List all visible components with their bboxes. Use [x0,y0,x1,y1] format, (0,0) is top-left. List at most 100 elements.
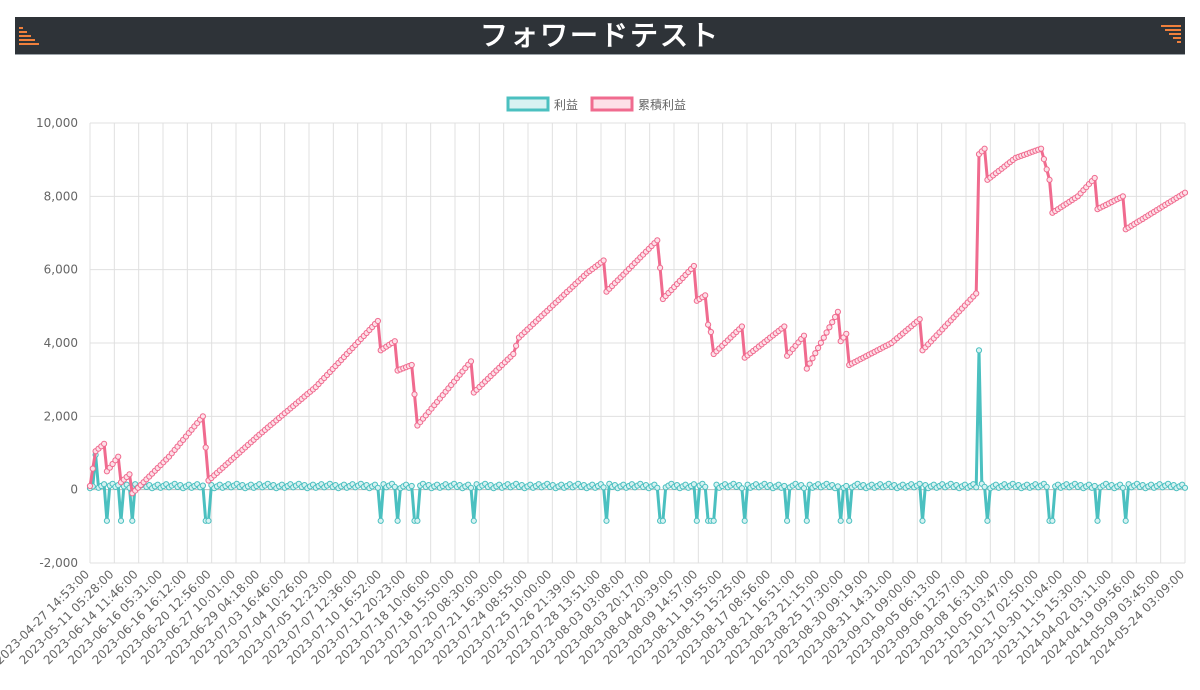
page-title: フォワードテスト [479,19,720,52]
legend-label-cumulative: 累積利益 [638,97,686,112]
series-cumulative-point [600,257,607,264]
series-profit-point [414,517,421,524]
series-profit-point [600,484,607,491]
series-profit-point [975,347,983,354]
series-cumulative-point [815,344,822,352]
series-profit-point [1119,484,1127,491]
series-cumulative-point [1043,166,1050,173]
series-profit-point [784,517,791,524]
series-cumulative-point [806,360,813,367]
y-tick-label: 10,000 [36,116,78,130]
series-profit-point [916,480,923,487]
series-cumulative-point [843,330,850,337]
series-profit-point [738,485,746,492]
series-profit-point [781,482,788,490]
series-cumulative-point [1119,193,1127,200]
series-cumulative-point [832,313,839,321]
series-profit-point [981,483,988,490]
series-cumulative-point [408,361,415,369]
series-profit-point [800,485,808,492]
series-profit-point [603,517,610,524]
series-cumulative-point [800,332,808,339]
grid [89,122,1186,564]
series-profit-point [199,482,206,489]
series-cumulative-point [101,440,108,447]
series-profit-point [408,482,415,490]
series-cumulative-point [820,334,827,341]
series-profit-point [1122,517,1129,524]
series-profit-point [391,483,398,490]
title-bar: フォワードテスト [15,17,1185,55]
series-cumulative-point [1040,156,1048,163]
series-cumulative-point [812,350,819,357]
forward-test-chart: 利益 累積利益 10,000 8,000 6,000 4,000 2,000 0 -2,00… [0,96,1189,667]
legend-label-profit: 利益 [554,98,578,112]
series-cumulative-point [374,317,381,325]
series-profit-point [101,481,108,488]
series-profit-point [973,484,980,491]
series-cumulative-point [916,316,923,323]
series-profit-point [702,483,709,490]
series-cumulative-point [513,342,520,349]
series-profit-point [659,517,667,524]
series-cumulative-point [654,237,661,244]
series-cumulative-point [467,358,475,365]
series-profit [86,347,1189,524]
series-cumulative [86,145,1189,497]
series-profit-point [1181,484,1189,491]
series-profit-point [377,517,384,524]
series-profit-point [467,484,475,491]
series-cumulative-point [823,329,830,336]
series-profit-point [693,517,700,524]
legend[interactable]: 利益 累積利益 [506,96,686,112]
series-profit-point [846,517,853,524]
y-tick-label: 4,000 [44,336,78,350]
series-cumulative-point [690,262,698,270]
series-profit-point [834,483,842,490]
series-profit-point [1094,517,1101,524]
menu-corner-icon[interactable] [19,25,41,45]
y-tick-label: 8,000 [44,189,78,203]
series-cumulative-point [738,323,746,330]
series-cumulative-point [1046,176,1053,183]
series-cumulative-point [803,365,810,372]
series-cumulative-point [826,324,833,331]
y-tick-label: 2,000 [44,409,78,423]
series-cumulative-point [1181,189,1189,196]
series-cumulative-point [199,413,206,420]
series-cumulative-point [702,292,709,299]
series-layer [86,145,1189,524]
series-cumulative-point [829,319,836,326]
series-cumulative-point [973,290,980,297]
series-cumulative-point [126,471,133,478]
series-profit-point [205,517,212,524]
series-cumulative-point [391,338,398,345]
series-cumulative-point [657,264,664,271]
y-tick-label: 0 [70,483,78,497]
series-cumulative-point [510,350,517,358]
legend-swatch-profit [506,96,550,112]
y-tick-label: 6,000 [44,263,78,277]
series-profit-point [919,517,926,524]
series-cumulative-point [834,308,842,315]
series-profit-point [803,517,810,524]
series-profit-point [984,517,991,524]
series-cumulative-point [411,391,418,398]
series-cumulative-point [1091,174,1098,182]
series-cumulative-point [707,328,715,336]
series-profit-point [1043,483,1050,490]
series-profit-point [394,517,401,524]
legend-swatch-cumulative [590,96,634,112]
series-cumulative-point [781,323,788,330]
series-profit-point [117,517,125,524]
series-cumulative-point [1038,145,1045,152]
series-profit-point [741,517,748,524]
series-cumulative-point [115,453,122,460]
menu-corner-icon-right[interactable] [1159,25,1181,45]
series-profit-point [710,517,717,524]
y-tick-label: -2,000 [39,556,78,570]
series-cumulative-point [202,444,209,451]
series-cumulative-point [981,145,988,152]
series-profit-point [690,481,698,488]
